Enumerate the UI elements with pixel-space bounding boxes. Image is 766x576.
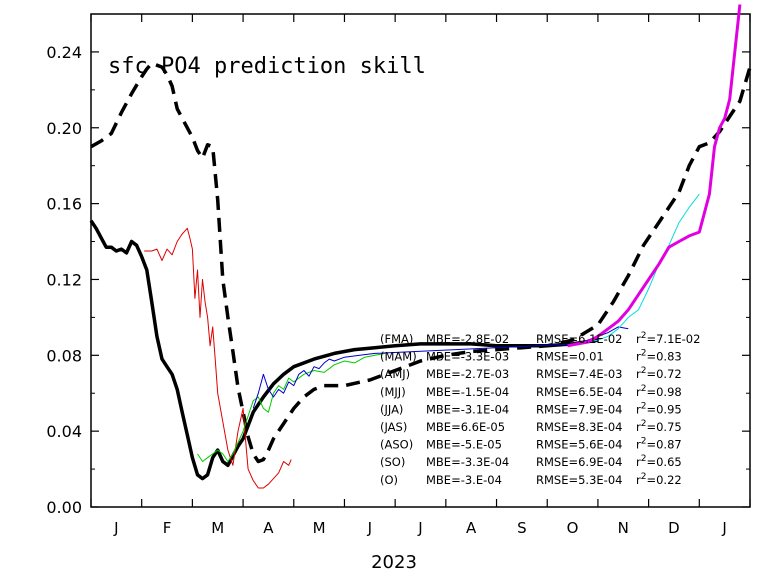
stat-r2: r2=0.98 [636,384,682,399]
series-dashed-line [90,61,752,464]
stat-row: (JJA) MBE=-3.1E-04 RMSE=7.9E-04 r2=0.95 [380,401,682,416]
stat-r2: r2=0.95 [636,401,682,416]
series-red-line [144,227,292,489]
stat-season: (ASO) [380,438,413,452]
series-solid-line [89,219,599,481]
x-tick-label: O [567,519,579,537]
stat-rmse: RMSE=6.5E-04 [536,385,622,399]
stat-season: (O) [380,473,398,487]
stat-rmse: RMSE=5.6E-04 [536,438,622,452]
stat-season: (AMJ) [380,367,410,381]
stat-r2: r2=0.22 [636,472,682,487]
stat-mbe: MBE=-2.7E-03 [426,367,509,381]
stat-season: (MJJ) [380,385,406,399]
y-tick-label: 0.16 [46,195,82,214]
y-tick-label: 0.24 [46,43,82,62]
stat-season: (JJA) [380,402,403,416]
x-tick-label: S [517,519,527,537]
x-tick-label: A [263,519,274,537]
stat-mbe: MBE=-3.E-04 [426,473,502,487]
stat-row: (SO) MBE=-3.3E-04 RMSE=6.9E-04 r2=0.65 [380,454,682,469]
stat-row: (MAM) MBE=-3.3E-03 RMSE=0.01 r2=0.83 [380,349,682,364]
stat-season: (FMA) [380,332,413,346]
x-tick-label: N [618,519,629,537]
plot-frame: 0.00 0.04 0.08 0.12 0.16 0.20 0.24 J F M A M J J A S O N D… [46,13,751,537]
stat-mbe: MBE=-3.3E-04 [426,455,509,469]
series-magenta-line [567,4,742,348]
stat-r2: r2=0.75 [636,419,682,434]
stat-r2: r2=0.65 [636,454,682,469]
stat-rmse: RMSE=5.3E-04 [536,473,622,487]
stat-mbe: MBE=-3.1E-04 [426,402,509,416]
x-axis-label: 2023 [371,552,417,573]
y-tick-label: 0.08 [46,346,82,365]
x-tick-label: M [211,519,224,537]
stat-row: (AMJ) MBE=-2.7E-03 RMSE=7.4E-03 r2=0.72 [380,366,682,381]
stat-row: (ASO) MBE=-5.E-05 RMSE=5.6E-04 r2=0.87 [380,437,682,452]
x-tick-label: A [466,519,477,537]
plot-border [90,13,751,508]
series-blue-line [252,326,629,409]
stat-row: (JAS) MBE=6.6E-05 RMSE=8.3E-04 r2=0.75 [380,419,682,434]
stat-rmse: RMSE=7.9E-04 [536,402,622,416]
x-tick-label: M [313,519,326,537]
stat-row: (O) MBE=-3.E-04 RMSE=5.3E-04 r2=0.22 [380,472,682,487]
series-green-line [197,352,386,462]
plot-series [89,4,752,489]
series-cyan-line [577,193,700,345]
x-tick-label: D [668,519,680,537]
stat-row: (FMA) MBE=-2.8E-02 RMSE=6.1E-02 r2=7.1E-02 [380,331,700,346]
stat-mbe: MBE=-3.3E-03 [426,350,509,364]
stat-mbe: MBE=6.6E-05 [426,420,505,434]
y-tick-label: 0.20 [46,119,82,138]
stat-rmse: RMSE=7.4E-03 [536,367,622,381]
stat-rmse: RMSE=6.1E-02 [536,332,622,346]
x-tick-label: J [113,519,118,537]
stat-mbe: MBE=-1.5E-04 [426,385,509,399]
y-tick-label: 0.12 [46,270,82,289]
stats-annotations: (FMA) MBE=-2.8E-02 RMSE=6.1E-02 r2=7.1E-02(… [380,331,700,487]
stat-season: (SO) [380,455,405,469]
x-tick-label: J [721,519,726,537]
chart-title: sfc PO4 prediction skill [108,54,426,79]
x-tick-label: F [163,519,172,537]
stat-season: (MAM) [380,350,417,364]
stat-season: (JAS) [380,420,407,434]
stat-mbe: MBE=-5.E-05 [426,438,502,452]
stat-r2: r2=7.1E-02 [636,331,700,346]
y-tick-label: 0.00 [46,498,82,517]
stat-mbe: MBE=-2.8E-02 [426,332,509,346]
stat-r2: r2=0.83 [636,349,682,364]
y-tick-label: 0.04 [46,422,82,441]
stat-rmse: RMSE=6.9E-04 [536,455,622,469]
stat-r2: r2=0.72 [636,366,682,381]
x-tick-label: J [417,519,422,537]
stat-rmse: RMSE=8.3E-04 [536,420,622,434]
stat-row: (MJJ) MBE=-1.5E-04 RMSE=6.5E-04 r2=0.98 [380,384,682,399]
stat-rmse: RMSE=0.01 [536,350,604,364]
stat-r2: r2=0.87 [636,437,682,452]
x-tick-label: J [367,519,372,537]
